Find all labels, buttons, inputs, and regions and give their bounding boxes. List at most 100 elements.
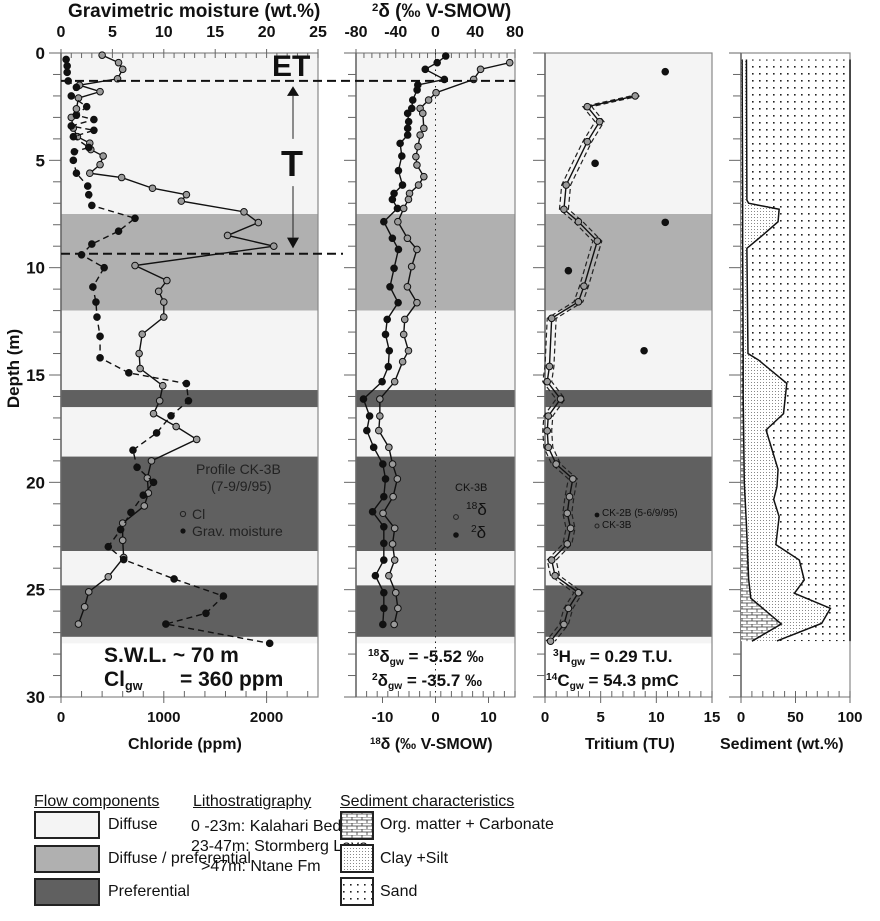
profile-dates: (7-9/9/95): [211, 478, 272, 494]
sub: gw: [389, 657, 404, 669]
depth-tick-label: 10: [26, 259, 45, 278]
data-point: [413, 245, 421, 254]
data-point: [177, 197, 186, 205]
data-point: [365, 412, 374, 420]
data-point: [564, 604, 573, 613]
data-point: [414, 181, 423, 189]
data-point: [405, 189, 414, 198]
data-point: [368, 507, 377, 516]
data-point: [92, 298, 100, 306]
data-point: [379, 509, 387, 518]
top-tick-label: 5: [108, 24, 117, 41]
sup: 3: [553, 648, 559, 660]
data-point: [393, 204, 402, 213]
data-point: [77, 250, 86, 259]
bottom-tick-label: 0: [737, 709, 745, 726]
data-point: [380, 604, 388, 613]
data-point: [413, 86, 421, 94]
axis-title-sup: 2: [372, 1, 379, 14]
data-point: [403, 109, 412, 118]
bottom-tick-label: 100: [837, 709, 862, 726]
isotope-legend-title: CK-3B: [455, 482, 488, 494]
flow-band-preferential: [545, 456, 712, 552]
depth-tick-label: 30: [26, 688, 45, 707]
bottom-tick-label: 50: [787, 709, 804, 726]
flow-item: Diffuse / preferential: [108, 850, 251, 867]
data-point: [154, 287, 163, 296]
error-envelope-line: [551, 95, 640, 642]
bottom-tick-label: 10: [480, 709, 497, 726]
flow-band-diffuse: [356, 636, 515, 644]
data-point: [391, 588, 400, 597]
data-point: [269, 242, 278, 250]
c14-gw-label: 14Cgw = 54.3 pmC: [546, 672, 679, 692]
data-point: [407, 262, 416, 271]
bottom-tick-label: 15: [704, 709, 721, 726]
data-point: [441, 52, 450, 60]
data-point: [413, 161, 421, 169]
data-point: [388, 540, 397, 548]
data-point: [219, 592, 228, 600]
data-point: [565, 492, 574, 501]
data-point: [369, 443, 378, 452]
data-point: [133, 463, 141, 472]
depth-tick-label: 5: [36, 151, 45, 170]
data-point: [131, 261, 139, 270]
data-point: [661, 218, 670, 227]
flow-band-diffuse: [61, 407, 318, 457]
sup: 18: [368, 648, 380, 660]
data-point: [385, 571, 393, 580]
data-point: [390, 556, 399, 564]
data-point: [74, 620, 83, 628]
sup: 18: [370, 735, 381, 747]
legend-filled-marker: [180, 528, 186, 534]
data-point: [418, 109, 427, 118]
axis-title-text: δ (‰ V-SMOW): [378, 1, 512, 22]
data-point: [184, 396, 193, 405]
data-point: [69, 156, 78, 165]
data-point: [127, 508, 135, 517]
top-tick-label: -80: [344, 24, 367, 41]
data-point: [404, 195, 413, 204]
data-point: [96, 332, 104, 341]
t-label: T: [281, 143, 303, 184]
diffuse-swatch: [34, 811, 100, 839]
data-point: [378, 377, 386, 386]
data-point: [552, 460, 560, 468]
carbonate-swatch: [340, 811, 374, 840]
flow-band-diffuse: [61, 53, 318, 214]
data-point: [591, 159, 599, 168]
data-point: [398, 357, 407, 366]
data-point: [116, 525, 125, 534]
data-point: [545, 362, 554, 371]
data-point: [569, 475, 577, 483]
data-point: [182, 379, 191, 388]
data-point: [72, 83, 81, 92]
data-point: [93, 313, 101, 321]
cl-gw-label: Clgw: [104, 669, 143, 692]
data-point: [399, 330, 408, 339]
data-point: [163, 276, 171, 285]
data-point: [476, 65, 485, 74]
data-point: [388, 234, 397, 243]
data-point: [83, 182, 92, 190]
data-point: [96, 354, 104, 362]
data-point: [240, 208, 248, 216]
data-point: [563, 509, 572, 518]
flow-band-diffuse: [545, 53, 712, 214]
data-point: [574, 217, 583, 226]
flow-item: Preferential: [108, 883, 190, 900]
data-point: [380, 522, 388, 531]
legend-cl: Cl: [192, 506, 206, 522]
data-point: [84, 190, 93, 199]
data-point: [125, 369, 133, 377]
data-point: [408, 96, 417, 104]
data-point: [131, 214, 139, 223]
data-point: [380, 588, 388, 597]
bottom-tick-label: 10: [648, 709, 665, 726]
top-tick-label: 10: [155, 24, 173, 41]
flow-band-diffuse: [61, 551, 318, 586]
flow-band-diffuse: [356, 53, 515, 214]
top-tick-label: 0: [57, 24, 66, 41]
et-label: ET: [272, 50, 311, 83]
